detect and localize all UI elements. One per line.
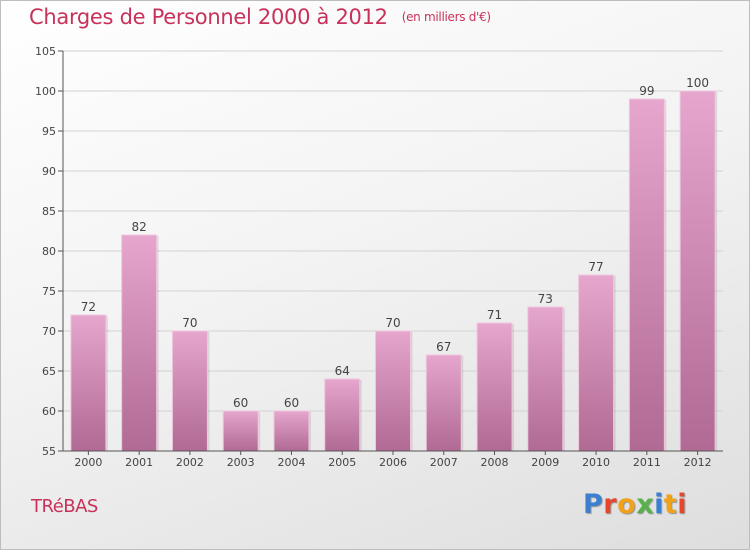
data-label: 77: [588, 260, 603, 274]
y-tick-label: 100: [35, 85, 56, 98]
bar: [578, 274, 615, 452]
x-tick-label: 2008: [481, 456, 509, 469]
x-tick-label: 2011: [633, 456, 661, 469]
bar: [679, 90, 716, 452]
logo-letter: t: [663, 489, 678, 520]
data-label: 64: [335, 364, 350, 378]
chart-subtitle: (en milliers d'€): [401, 10, 491, 24]
data-label: 60: [284, 396, 299, 410]
logo-letter: x: [636, 489, 655, 520]
bar: [425, 354, 462, 452]
y-tick-label: 90: [42, 165, 56, 178]
bar: [324, 378, 361, 452]
y-tick-label: 105: [35, 45, 56, 58]
chart-title-text: Charges de Personnel 2000 à 2012: [29, 5, 388, 29]
bar: [273, 410, 310, 452]
x-tick-label: 2012: [684, 456, 712, 469]
data-label: 60: [233, 396, 248, 410]
data-label: 99: [639, 84, 654, 98]
data-label: 67: [436, 340, 451, 354]
y-tick-label: 85: [42, 205, 56, 218]
x-tick-label: 2002: [176, 456, 204, 469]
x-tick-label: 2004: [277, 456, 305, 469]
y-tick-label: 55: [42, 445, 56, 458]
x-tick-label: 2010: [582, 456, 610, 469]
y-tick-label: 75: [42, 285, 56, 298]
x-tick-label: 2003: [227, 456, 255, 469]
x-tick-label: 2006: [379, 456, 407, 469]
chart-title: Charges de Personnel 2000 à 2012 (en mill…: [29, 5, 491, 29]
bar: [375, 330, 411, 452]
data-label: 72: [81, 300, 96, 314]
data-label: 70: [182, 316, 197, 330]
bar: [527, 306, 564, 452]
data-label: 73: [538, 292, 553, 306]
proxiti-logo: Proxiti: [583, 489, 687, 520]
bar: [171, 330, 208, 452]
bars: [70, 90, 718, 452]
y-tick-label: 95: [42, 125, 56, 138]
x-tick-label: 2007: [430, 456, 458, 469]
labels: 55 60 65 70 75 80 85 90 95 100 105 72 2000 82 2001 70 20…: [35, 45, 712, 469]
x-tick-label: 2001: [125, 456, 153, 469]
logo-letter: i: [654, 489, 664, 520]
y-tick-label: 65: [42, 365, 56, 378]
x-tick-label: 2005: [328, 456, 356, 469]
data-label: 100: [686, 76, 709, 90]
x-tick-label: 2009: [531, 456, 559, 469]
bar: [121, 234, 158, 452]
bar: [222, 410, 259, 452]
bar: [476, 322, 513, 452]
logo-letter: P: [583, 489, 604, 520]
data-label: 82: [132, 220, 147, 234]
logo-letter: r: [603, 489, 618, 520]
y-tick-label: 80: [42, 245, 56, 258]
logo-letter: i: [677, 489, 688, 520]
y-tick-label: 70: [42, 325, 56, 338]
bar: [70, 314, 107, 452]
axes: [58, 50, 723, 455]
bar: [628, 98, 665, 452]
data-label: 70: [385, 316, 400, 330]
data-label: 71: [487, 308, 502, 322]
commune-name: TRéBAS: [31, 496, 98, 517]
x-tick-label: 2000: [74, 456, 102, 469]
y-tick-label: 60: [42, 405, 56, 418]
logo-letter: o: [617, 489, 637, 520]
